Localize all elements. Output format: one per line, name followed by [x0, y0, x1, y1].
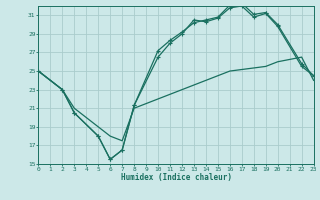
X-axis label: Humidex (Indice chaleur): Humidex (Indice chaleur) [121, 173, 231, 182]
